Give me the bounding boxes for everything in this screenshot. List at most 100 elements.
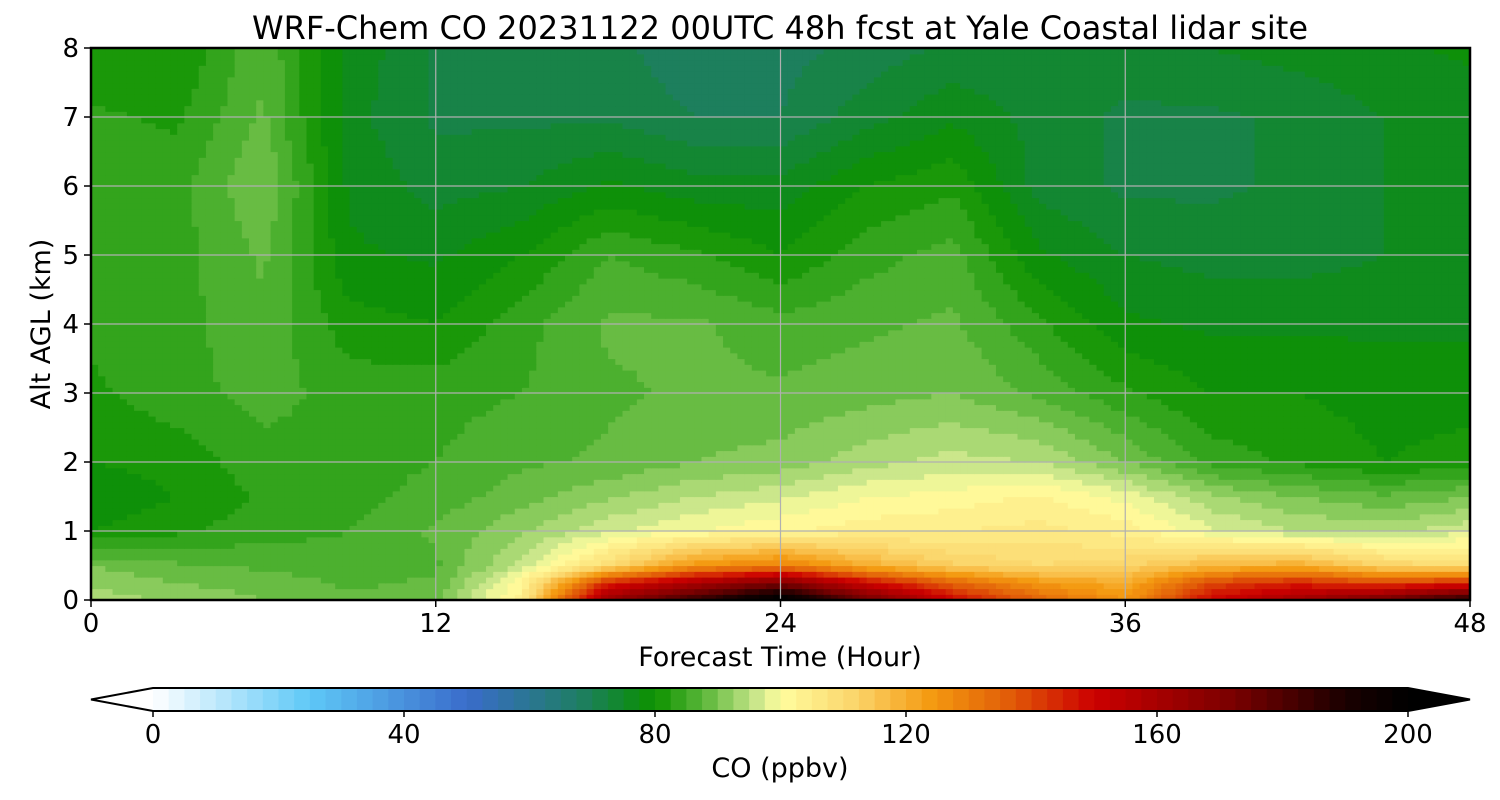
contour-cell (895, 450, 904, 457)
contour-cell (1261, 531, 1270, 538)
contour-cell (428, 513, 437, 521)
contour-cell (945, 571, 954, 578)
contour-cell (1161, 513, 1169, 521)
contour-cell (486, 467, 494, 475)
contour-cell (191, 485, 200, 492)
contour-cell (1333, 554, 1342, 561)
contour-cell (1046, 490, 1055, 498)
contour-cell (284, 577, 293, 584)
contour-cell (198, 536, 207, 544)
contour-cell (464, 531, 473, 538)
contour-cell (1053, 565, 1062, 572)
contour-cell (471, 594, 480, 601)
contour-cell (794, 496, 803, 503)
contour-cell (636, 525, 645, 532)
contour-cell (866, 502, 875, 509)
contour-cell (385, 473, 394, 480)
contour-cell (1254, 473, 1263, 480)
contour-cell (320, 490, 329, 498)
contour-cell (105, 565, 114, 572)
contour-cell (895, 456, 904, 463)
contour-cell (565, 554, 573, 561)
contour-cell (1441, 456, 1450, 463)
contour-cell (600, 577, 609, 584)
contour-cell (1276, 473, 1284, 480)
contour-cell (363, 582, 372, 590)
contour-cell (744, 571, 753, 578)
contour-cell (1383, 496, 1392, 503)
contour-cell (737, 565, 746, 572)
contour-cell (931, 594, 940, 601)
contour-cell (1031, 473, 1040, 480)
contour-cell (241, 496, 250, 503)
contour-cell (672, 565, 681, 572)
contour-cell (881, 473, 889, 480)
contour-cell (758, 473, 767, 480)
contour-cell (1118, 508, 1126, 515)
contour-cell (802, 565, 810, 572)
contour-cell (91, 588, 99, 595)
contour-cell (363, 473, 372, 480)
contour-cell (708, 559, 717, 567)
contour-cell (658, 577, 667, 584)
contour-cell (1189, 577, 1198, 584)
contour-cell (349, 502, 358, 509)
contour-cell (414, 462, 422, 469)
contour-cell (98, 577, 106, 584)
contour-cell (1398, 473, 1406, 480)
contour-cell (98, 473, 106, 480)
contour-cell (1017, 490, 1026, 498)
contour-cell (1232, 559, 1241, 567)
contour-cell (1261, 462, 1270, 469)
contour-cell (995, 479, 1004, 486)
contour-cell (1153, 473, 1162, 480)
contour-cell (651, 548, 659, 555)
contour-cell (435, 513, 444, 521)
contour-cell (1441, 577, 1450, 584)
contour-cell (1448, 548, 1457, 555)
contour-cell (349, 508, 358, 515)
contour-cell (1031, 456, 1040, 463)
contour-cell (227, 473, 236, 480)
contour-cell (888, 531, 897, 538)
contour-cell (1103, 531, 1112, 538)
contour-cell (622, 565, 631, 572)
contour-cell (249, 588, 257, 595)
contour-cell (938, 536, 947, 544)
contour-cell (277, 582, 286, 590)
contour-cell (995, 594, 1004, 601)
contour-cell (363, 577, 372, 584)
contour-cell (1175, 542, 1184, 549)
contour-cell (1211, 519, 1220, 526)
contour-cell (1204, 508, 1213, 515)
contour-cell (220, 496, 229, 503)
contour-cell (1024, 496, 1033, 503)
contour-cell (500, 565, 509, 572)
contour-cell (579, 554, 588, 561)
contour-cell (565, 490, 573, 498)
contour-cell (284, 554, 293, 561)
contour-cell (1362, 485, 1371, 492)
contour-cell (126, 582, 135, 590)
contour-cell (284, 496, 293, 503)
contour-cell (263, 496, 272, 503)
contour-cell (967, 467, 976, 475)
contour-cell (385, 450, 394, 457)
contour-cell (636, 490, 645, 498)
contour-cell (823, 450, 832, 457)
contour-cell (895, 462, 904, 469)
contour-cell (500, 577, 509, 584)
contour-cell (644, 548, 652, 555)
contour-cell (1024, 490, 1033, 498)
contour-cell (213, 519, 221, 526)
contour-cell (536, 542, 545, 549)
contour-cell (1225, 542, 1234, 549)
contour-cell (1333, 479, 1342, 486)
contour-cell (371, 536, 379, 544)
contour-cell (1390, 536, 1399, 544)
contour-cell (249, 565, 257, 572)
contour-cell (328, 479, 336, 486)
contour-cell (1153, 594, 1162, 601)
contour-cell (234, 508, 243, 515)
contour-cell (1455, 456, 1464, 463)
